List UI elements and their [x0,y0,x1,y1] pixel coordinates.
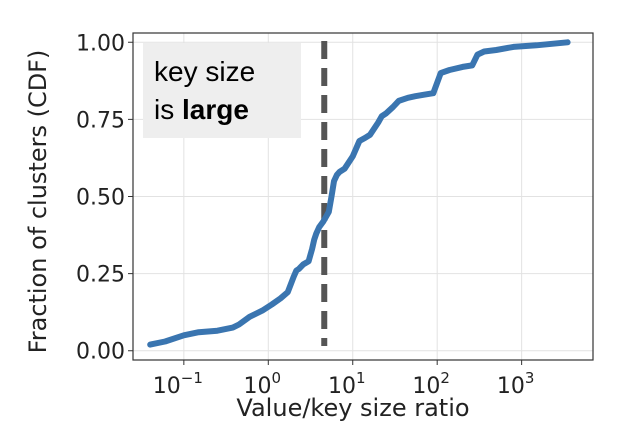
series-line-0 [147,39,571,348]
series-layer [147,39,571,348]
annotation-line2-prefix: is [154,94,182,125]
annotation-background [143,43,301,138]
x-tick-label-0: 10−1 [153,369,203,399]
y-tick-label-0: 0.00 [76,340,125,365]
x-tick-label-2: 101 [328,369,366,399]
y-tick-label-4: 1.00 [76,31,125,56]
y-axis-label: Fraction of clusters (CDF) [24,50,52,354]
annotation-box: key size is large [143,43,301,138]
annotation-line2: is large [154,94,249,125]
annotation-line1: key size [154,56,255,87]
y-tick-label-3: 0.75 [76,108,125,133]
y-tick-labels: 0.00 0.25 0.50 0.75 1.00 [76,31,133,365]
x-tick-label-4: 103 [497,369,535,399]
annotation-line2-bold: large [182,94,249,125]
y-tick-label-2: 0.50 [76,186,125,211]
x-tick-label-1: 100 [244,369,282,399]
x-axis-label: Value/key size ratio [236,394,469,422]
x-tick-labels: 10−1 100 101 102 103 [153,360,535,399]
y-tick-label-1: 0.25 [76,263,125,288]
x-tick-label-3: 102 [412,369,450,399]
